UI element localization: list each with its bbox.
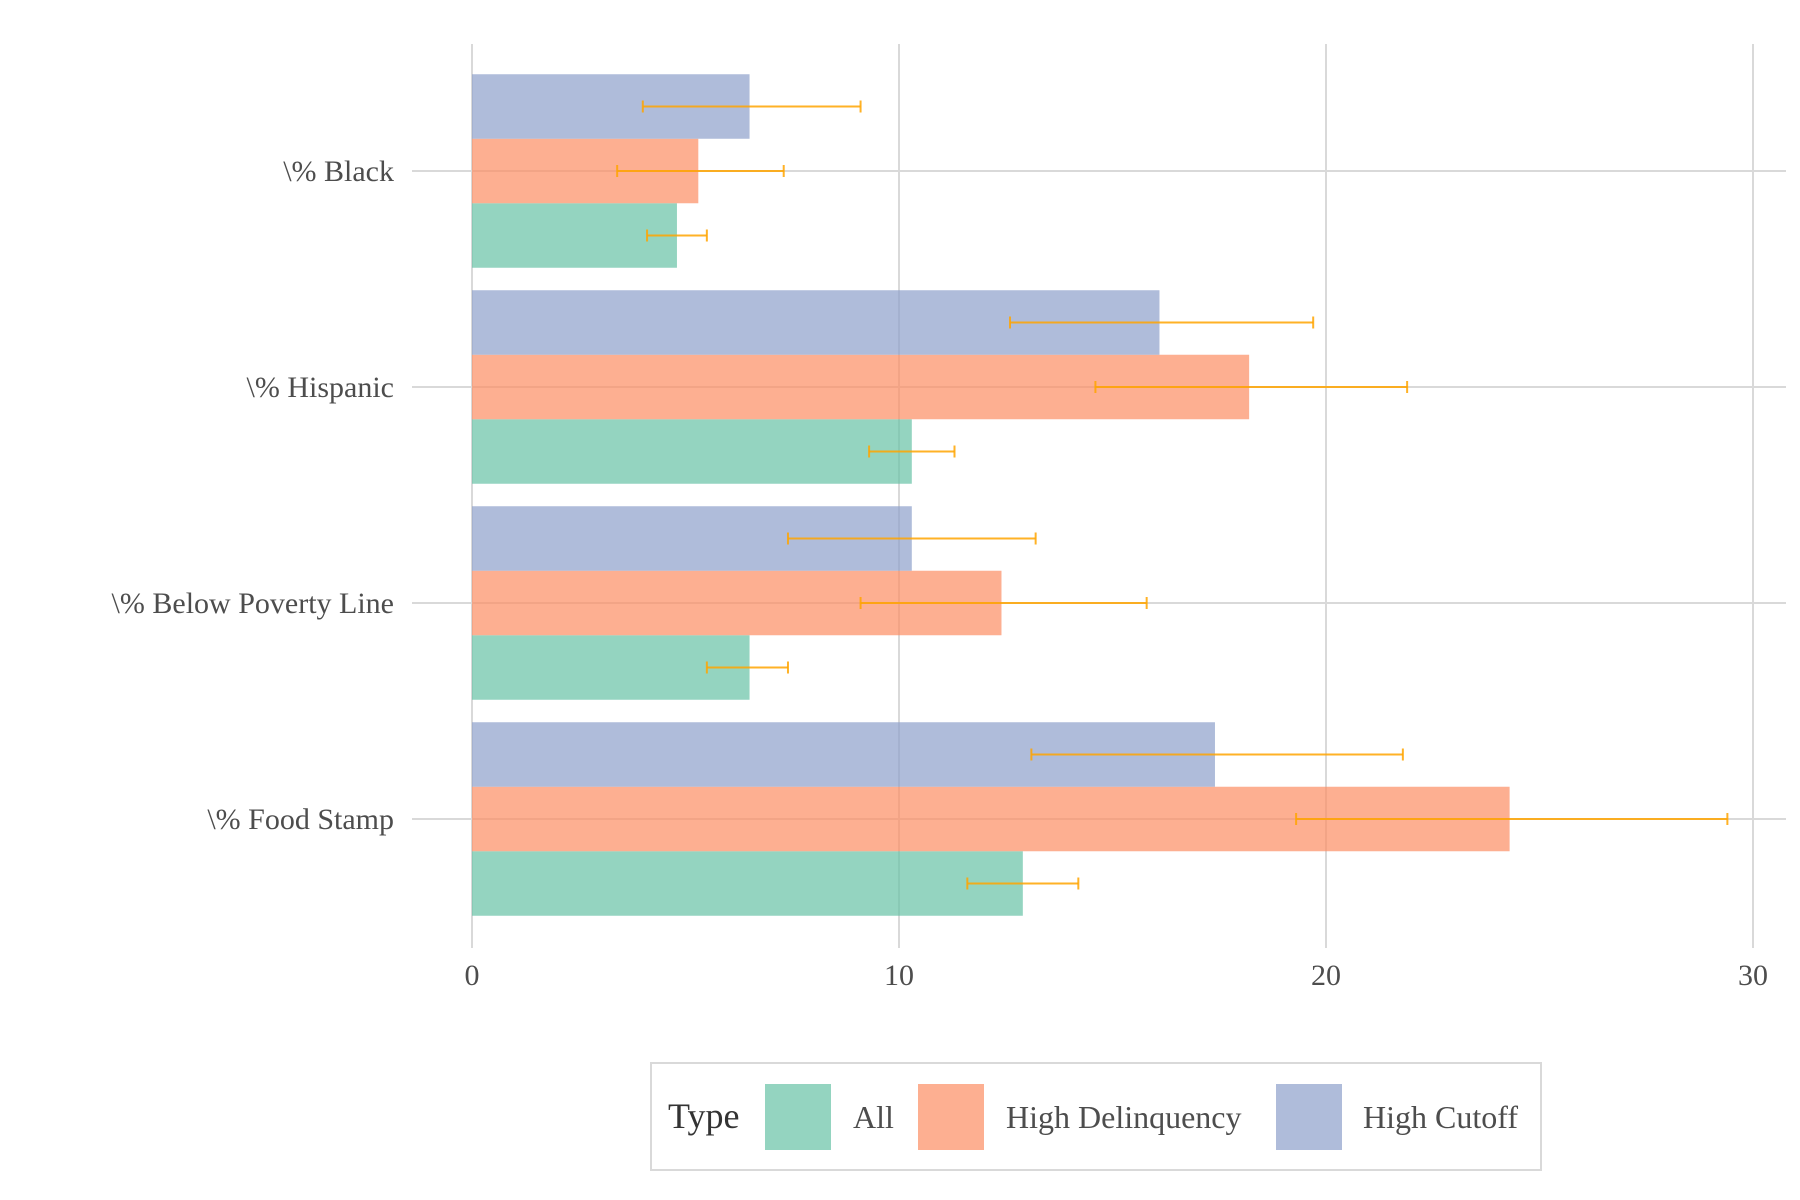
error-bar	[966, 877, 1080, 890]
bar-all	[472, 635, 750, 700]
error-bars	[616, 100, 1729, 890]
x-tick-label: 30	[1738, 959, 1768, 992]
y-axis-labels: \% Black \% Hispanic \% Below Poverty Line…	[112, 155, 394, 836]
error-bar	[1295, 813, 1729, 825]
error-bar	[616, 165, 785, 177]
bar-all	[472, 203, 677, 268]
x-tick-label: 10	[884, 959, 914, 992]
error-bar	[646, 229, 708, 242]
bars	[472, 74, 1510, 916]
legend-label: All	[853, 1099, 894, 1135]
category-label: \% Food Stamp	[207, 803, 394, 836]
bar-all	[472, 851, 1023, 916]
legend-swatch	[1276, 1084, 1342, 1150]
error-bar	[1030, 748, 1404, 761]
category-label: \% Hispanic	[247, 371, 394, 404]
error-bar	[1094, 381, 1409, 393]
x-axis-labels: 0 10 20 30	[465, 959, 1769, 992]
category-label: \% Black	[283, 155, 394, 188]
error-bar	[1009, 316, 1315, 329]
legend: Type All High Delinquency High Cutoff	[650, 1062, 1542, 1171]
x-tick-label: 0	[465, 959, 480, 992]
category-label: \% Below Poverty Line	[112, 587, 394, 620]
x-tick-label: 20	[1311, 959, 1341, 992]
error-bar	[641, 100, 862, 113]
legend-swatch	[765, 1084, 831, 1150]
error-bar	[859, 597, 1148, 609]
error-bar	[705, 661, 789, 674]
error-bar	[868, 445, 956, 458]
legend-label: High Cutoff	[1363, 1099, 1518, 1135]
legend-label: High Delinquency	[1006, 1099, 1242, 1135]
error-bar	[786, 532, 1037, 545]
bar-all	[472, 419, 912, 484]
legend-swatch	[918, 1084, 984, 1150]
legend-title: Type	[668, 1096, 739, 1136]
